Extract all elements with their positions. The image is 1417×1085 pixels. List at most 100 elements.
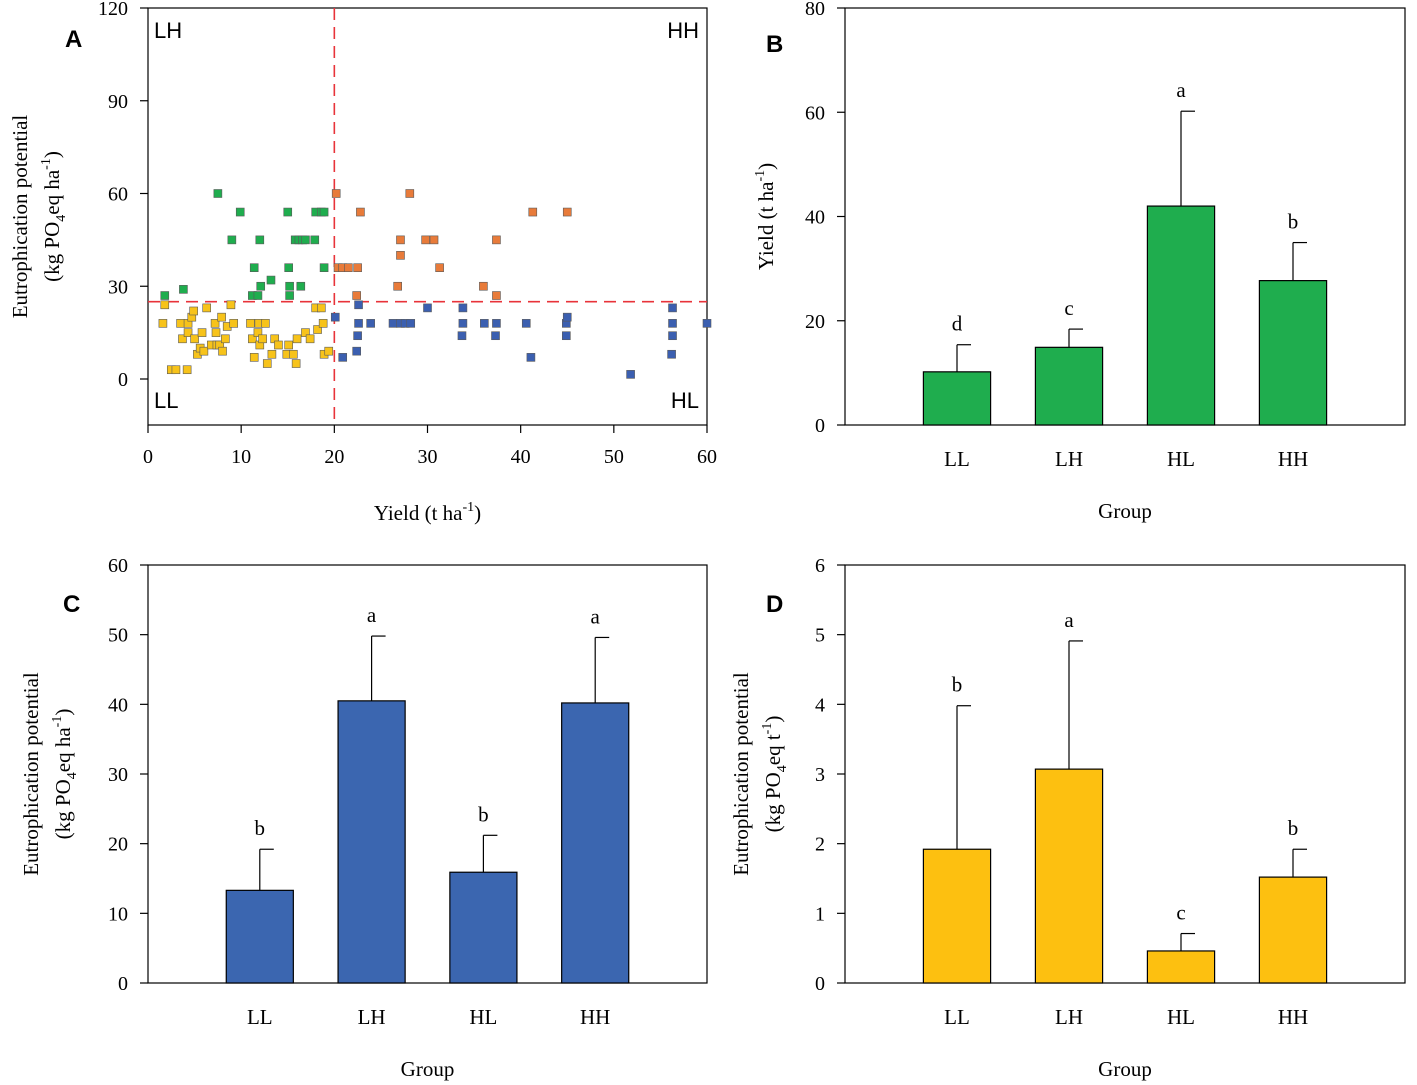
x-tick-label-LH: LH — [1055, 1005, 1083, 1029]
y-axis-label-line1: Eutrophication potential — [8, 115, 32, 319]
point-LL — [316, 303, 326, 313]
point-LL — [313, 325, 322, 334]
significance-letter-HL: a — [1176, 78, 1186, 102]
point-LL — [197, 328, 207, 337]
y-tick-label: 0 — [815, 415, 825, 437]
point-LL — [258, 334, 267, 344]
panel-label-A: A — [65, 26, 82, 53]
point-LL — [210, 319, 220, 328]
x-tick-label-HL: HL — [469, 1005, 497, 1029]
point-LH — [285, 281, 294, 291]
point-LH — [319, 263, 329, 273]
y-tick-label: 120 — [98, 0, 128, 20]
point-LL — [158, 319, 168, 328]
significance-letter-HH: b — [1288, 816, 1299, 840]
point-HH — [396, 235, 405, 245]
quadrant-label-ll: LL — [154, 388, 178, 413]
bar-HL — [449, 871, 518, 984]
point-LL — [318, 319, 328, 328]
point-HL — [562, 331, 571, 341]
point-HL — [480, 319, 489, 328]
point-LL — [160, 300, 170, 310]
point-LH — [256, 281, 266, 291]
point-HL — [338, 353, 348, 362]
point-HL — [330, 312, 340, 322]
x-tick-label-HL: HL — [1167, 447, 1195, 471]
point-HL — [366, 319, 375, 328]
point-HL — [562, 312, 572, 322]
label-part: (kg PO — [761, 772, 785, 832]
point-LH — [249, 263, 259, 273]
point-HL — [492, 319, 501, 328]
significance-letter-LH: a — [367, 603, 377, 627]
x-axis-label: Group — [1098, 1057, 1152, 1081]
y-tick-label: 3 — [815, 764, 825, 786]
y-tick-label: 5 — [815, 625, 825, 647]
point-HL — [354, 300, 363, 310]
panel-label-C: C — [63, 591, 80, 618]
label-part: Yield (t ha — [374, 501, 463, 525]
point-HL — [353, 331, 362, 341]
y-tick-label: 50 — [108, 625, 128, 647]
quadrant-label-lh: LH — [154, 18, 182, 43]
point-HL — [352, 346, 361, 356]
y-tick-label: 1 — [815, 903, 825, 925]
point-HH — [435, 263, 444, 273]
point-HL — [458, 303, 468, 313]
point-LL — [199, 346, 209, 356]
x-tick-label-LH: LH — [1055, 447, 1083, 471]
point-LL — [226, 300, 236, 310]
y-tick-label: 2 — [815, 834, 825, 856]
point-HH — [396, 251, 405, 260]
label-part: ) — [474, 501, 481, 525]
y-tick-label: 80 — [805, 0, 825, 20]
point-LL — [284, 340, 293, 350]
point-LH — [284, 263, 293, 273]
label-part: (kg PO — [40, 222, 64, 282]
y-tick-label: 6 — [815, 555, 825, 577]
label-part: eq t — [761, 734, 785, 765]
point-HL — [626, 370, 635, 379]
point-HH — [479, 281, 488, 291]
point-HH — [405, 189, 415, 198]
point-LH — [179, 285, 188, 294]
point-LL — [274, 340, 283, 350]
point-LL — [324, 346, 334, 356]
y-tick-label: 0 — [815, 973, 825, 995]
point-LL — [171, 365, 181, 375]
x-tick-label: 20 — [324, 446, 344, 468]
point-HL — [667, 349, 676, 359]
significance-letter-LL: d — [952, 312, 963, 336]
point-HL — [668, 319, 677, 328]
label-part: ) — [40, 151, 64, 158]
point-LH — [255, 235, 265, 245]
bar-LH — [1034, 768, 1104, 984]
point-HH — [562, 207, 572, 217]
point-LL — [253, 328, 263, 337]
x-tick-label: 40 — [511, 446, 531, 468]
point-HH — [492, 235, 501, 245]
y-tick-label: 20 — [108, 834, 128, 856]
bar-LH — [337, 700, 406, 984]
point-HH — [429, 235, 439, 245]
label-part: -1 — [462, 500, 474, 515]
point-LH — [285, 291, 294, 300]
y-tick-label: 60 — [108, 555, 128, 577]
x-tick-label-HH: HH — [1278, 1005, 1308, 1029]
plot-frame — [147, 7, 708, 426]
y-tick-label: 4 — [815, 694, 825, 716]
point-LH — [253, 291, 263, 300]
point-HL — [458, 319, 468, 328]
y-tick-label: 40 — [805, 207, 825, 229]
point-LH — [301, 235, 310, 245]
significance-letter-HL: b — [478, 802, 489, 826]
y-axis-label: Yield (t ha-1) — [753, 163, 778, 270]
y-axis-label-line1: Eutrophication potential — [729, 672, 753, 876]
point-LH — [319, 207, 329, 217]
y-tick-label: 10 — [108, 903, 128, 925]
x-tick-label-HH: HH — [580, 1005, 610, 1029]
quadrant-label-hl: HL — [671, 388, 699, 413]
bar-HL — [1146, 205, 1216, 426]
point-HL — [526, 353, 536, 362]
